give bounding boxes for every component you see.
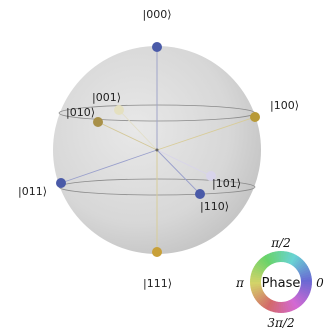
phase-ring-segment [267,300,275,312]
phase-ring-segment [284,251,290,263]
state-label-111: |111⟩ [143,277,172,290]
state-point-100 [250,112,260,122]
phase-ring-segment [297,263,308,272]
phase-ring-segment [300,281,312,285]
phase-ring-segment [260,256,270,267]
phase-ring-segment [295,294,306,304]
state-point-000 [152,42,162,52]
phase-ring-segment [294,259,305,270]
phase-ring-segment [299,271,311,277]
phase-ring [250,251,312,313]
state-point-101 [206,171,216,181]
vector-001 [118,109,158,151]
phase-ring-segment [284,301,290,313]
vector-010 [97,121,158,151]
phase-wheel: Phase π/2 π 0 3π/2 [235,236,324,330]
phase-tick-bottom: 3π/2 [267,316,294,330]
phase-ring-segment [252,266,264,274]
phase-ring-segment [262,255,271,266]
vector-011 [60,149,158,184]
phase-ring-segment [250,283,262,288]
phase-ring-segment [250,282,262,286]
phase-ring-segment [272,301,278,313]
phase-ring-segment [291,298,300,309]
state-label-100: |100⟩ [270,99,299,112]
sphere-center [155,148,159,152]
phase-ring-segment [300,285,312,291]
phase-ring-segment [254,292,265,301]
state-point-001 [114,105,124,115]
phase-ring-segment [299,268,311,276]
phase-ring-segment [300,276,312,281]
phase-ring-segment [250,285,262,291]
phase-ring-segment [253,264,265,273]
phase-ring-segment [293,295,304,306]
phase-ring-segment [292,256,301,267]
phase-ring-segment [258,258,269,269]
phase-ring-segment [298,290,310,298]
phase-ring-segment [263,298,272,310]
phase-tick-top: π/2 [270,236,291,250]
phase-ring-segment [257,294,268,305]
phase-ring-segment [250,279,262,283]
phase-ring-segment [299,288,311,296]
phase-ring-segment [265,299,273,311]
phase-ring-segment [272,251,278,263]
phase-ring-segment [270,300,277,313]
state-label-010: |010⟩ [66,106,95,119]
phase-tick-right: 0 [316,276,324,290]
phase-tick-left: π [235,276,245,290]
phase-ring-segment [287,252,295,264]
phase-ring-segment [293,257,303,268]
state-point-010 [93,117,103,127]
state-label-000: |000⟩ [143,8,172,21]
phase-ring-segment [251,288,263,296]
phase-ring-segment [287,300,295,312]
phase-ring-segment [255,262,266,271]
phase-ring-segment [289,299,297,311]
state-point-111 [152,247,162,257]
phase-ring-segment [300,273,312,279]
phase-ring-segment [297,291,309,300]
phase-ring-segment [278,301,282,313]
phase-ring-segment [281,301,285,313]
phase-ring-segment [290,254,299,266]
phase-ring-segment [292,297,302,308]
state-point-011 [56,178,66,188]
state-label-011: |011⟩ [18,185,47,198]
vector-100 [156,116,256,151]
phase-ring-segment [251,268,263,276]
phase-ring-segment [251,287,263,293]
phase-ring-segment [300,278,312,282]
phase-ring-segment [282,301,287,313]
phase-ring-segment [267,252,275,264]
phase-ring-segment [270,252,276,264]
phase-ring-segment [250,271,263,278]
phase-ring-segment [296,293,307,302]
phase-ring-segment [250,273,262,279]
state-label-101: |101⟩ [212,177,241,190]
state-label-110: |110⟩ [200,200,229,213]
phase-ring-segment [255,293,266,303]
phase-wheel-title: Phase [262,276,301,291]
phase-ring-segment [299,286,312,293]
phase-ring-segment [296,261,307,271]
state-point-110 [195,189,205,199]
state-label-001: |001⟩ [92,91,121,104]
phase-ring-segment [265,253,273,265]
phase-ring-segment [261,297,270,308]
phase-ring-segment [285,251,292,264]
vector-101 [156,149,212,177]
vector-110 [156,149,201,195]
phase-ring-segment [298,266,310,274]
phase-ring-segment [289,253,297,265]
phase-ring-segment [252,290,264,298]
phase-ring-segment [280,251,284,263]
phase-ring-segment [259,296,269,307]
phase-ring-segment [275,251,280,263]
phase-ring-segment [277,251,281,263]
phase-ring-segment [256,260,267,270]
phase-ring-segment [286,300,292,312]
